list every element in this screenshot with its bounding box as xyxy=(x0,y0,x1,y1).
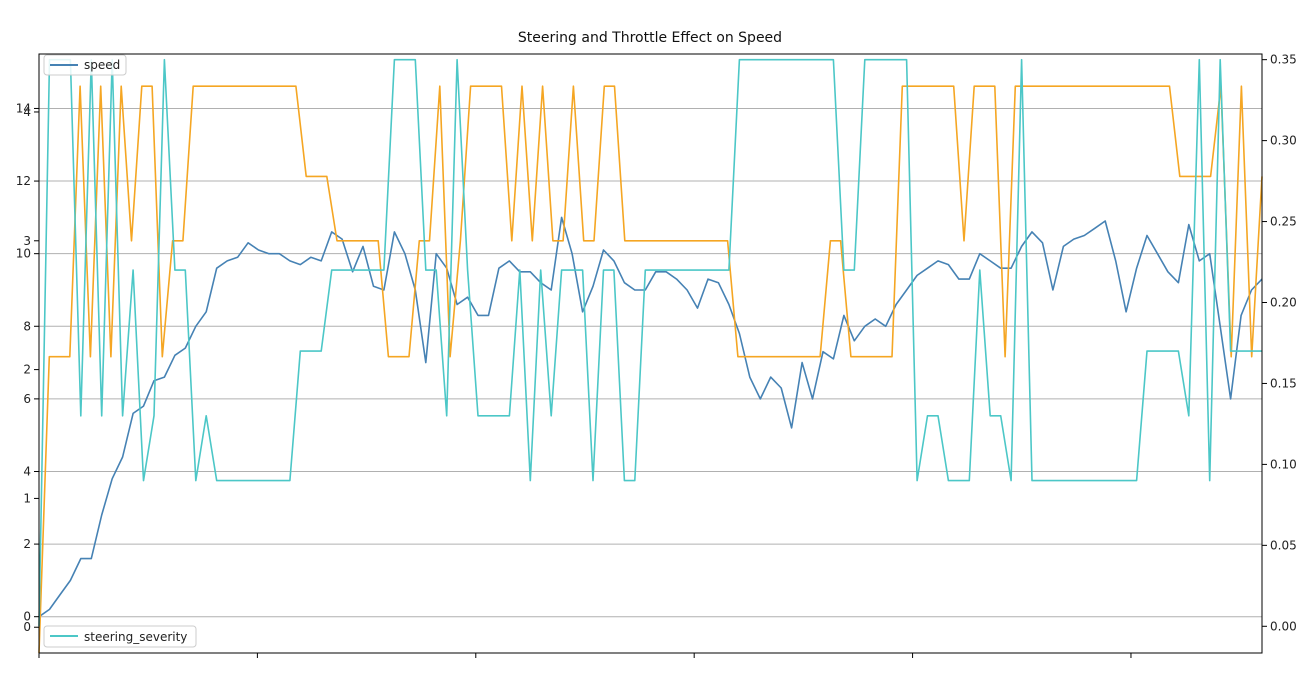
x-axis xyxy=(38,653,1132,658)
steering-tick-label-3: 0.15 xyxy=(1270,376,1297,390)
series-line-steering-severity xyxy=(38,58,1262,627)
steering-tick-label-2: 0.10 xyxy=(1270,457,1297,471)
right-y-axis: 0.00 0.05 0.10 0.15 0.20 0.25 0.30 0.35 xyxy=(1262,53,1297,633)
legend-steering: steering_severity xyxy=(43,625,197,648)
steering-tick-label-1: 0.05 xyxy=(1270,538,1297,552)
series-line-speed xyxy=(38,216,1263,618)
throttle-tick-label-3: 3 xyxy=(23,234,31,248)
legend-steering-box xyxy=(43,625,197,648)
speed-tick-label-5: 10 xyxy=(16,247,31,261)
throttle-tick-label-4: 4 xyxy=(23,105,31,119)
grid xyxy=(39,107,1262,618)
throttle-tick-label-1: 1 xyxy=(23,491,31,505)
speed-tick-label-7: 14 xyxy=(16,101,31,115)
plot-frame xyxy=(38,53,1263,654)
legend-speed: speed xyxy=(43,54,127,76)
speed-tick-label-4: 8 xyxy=(23,319,31,333)
plot-area xyxy=(38,58,1263,654)
steering-tick-label-6: 0.30 xyxy=(1270,134,1297,148)
series-line-throttle xyxy=(38,85,1263,654)
throttle-tick-label-2: 2 xyxy=(23,363,31,377)
speed-tick-label-2: 4 xyxy=(23,464,31,478)
speed-tick-label-3: 6 xyxy=(23,392,31,406)
chart-title: Steering and Throttle Effect on Speed xyxy=(518,30,782,46)
legend-steering-label: steering_severity xyxy=(84,630,187,644)
steering-tick-label-4: 0.20 xyxy=(1270,296,1297,310)
steering-tick-label-0: 0.00 xyxy=(1270,619,1297,633)
steering-tick-label-7: 0.35 xyxy=(1270,53,1297,67)
steering-tick-label-5: 0.25 xyxy=(1270,215,1297,229)
throttle-tick-label-0: 0 xyxy=(23,620,31,634)
speed-tick-label-6: 12 xyxy=(16,174,31,188)
legend-speed-label: speed xyxy=(84,58,120,72)
speed-tick-label-1: 2 xyxy=(23,537,31,551)
speed-tick-label-0: 0 xyxy=(23,610,31,624)
legend-speed-box xyxy=(43,54,127,76)
